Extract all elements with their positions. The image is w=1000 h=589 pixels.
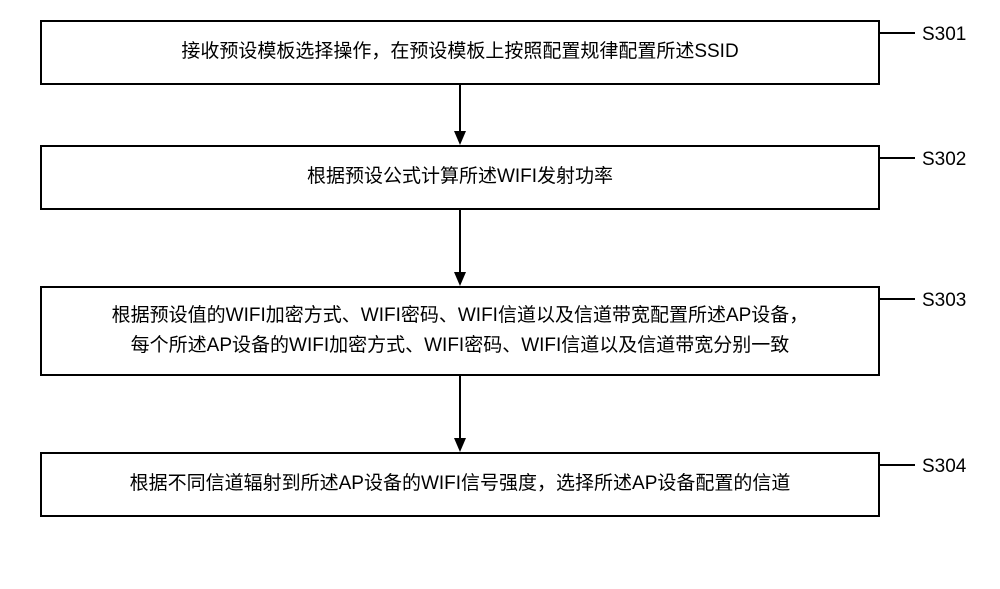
flow-row-s303: 根据预设值的WIFI加密方式、WIFI密码、WIFI信道以及信道带宽配置所述AP… xyxy=(40,286,960,376)
arrow-s303-s304 xyxy=(40,376,880,452)
arrow-s301-s302 xyxy=(40,85,880,145)
flowchart-container: 接收预设模板选择操作，在预设模板上按照配置规律配置所述SSID 根据预设公式计算… xyxy=(40,20,960,517)
flow-text-s301: 接收预设模板选择操作，在预设模板上按照配置规律配置所述SSID xyxy=(181,37,738,67)
flow-text-s302: 根据预设公式计算所述WIFI发射功率 xyxy=(307,162,613,192)
flow-text-s303-line1: 根据预设值的WIFI加密方式、WIFI密码、WIFI信道以及信道带宽配置所述AP… xyxy=(112,301,809,331)
flow-box-s303: 根据预设值的WIFI加密方式、WIFI密码、WIFI信道以及信道带宽配置所述AP… xyxy=(40,286,880,376)
arrow-svg xyxy=(450,210,470,286)
label-s302: S302 xyxy=(922,149,966,171)
flow-box-s301: 接收预设模板选择操作，在预设模板上按照配置规律配置所述SSID xyxy=(40,20,880,85)
flow-text-s304: 根据不同信道辐射到所述AP设备的WIFI信号强度，选择所述AP设备配置的信道 xyxy=(130,469,791,499)
label-s303: S303 xyxy=(922,290,966,312)
flow-box-s302: 根据预设公式计算所述WIFI发射功率 xyxy=(40,145,880,210)
connector-s302 xyxy=(880,157,915,159)
flow-box-s304: 根据不同信道辐射到所述AP设备的WIFI信号强度，选择所述AP设备配置的信道 xyxy=(40,452,880,517)
flow-text-s303-line2: 每个所述AP设备的WIFI加密方式、WIFI密码、WIFI信道以及信道带宽分别一… xyxy=(112,331,809,361)
flow-text-s303-wrap: 根据预设值的WIFI加密方式、WIFI密码、WIFI信道以及信道带宽配置所述AP… xyxy=(112,301,809,362)
connector-s304 xyxy=(880,464,915,466)
arrow-s302-s303 xyxy=(40,210,880,286)
connector-s303 xyxy=(880,298,915,300)
flow-row-s301: 接收预设模板选择操作，在预设模板上按照配置规律配置所述SSID xyxy=(40,20,960,85)
label-s301: S301 xyxy=(922,24,966,46)
arrow-svg xyxy=(450,85,470,145)
connector-s301 xyxy=(880,32,915,34)
flow-row-s304: 根据不同信道辐射到所述AP设备的WIFI信号强度，选择所述AP设备配置的信道 xyxy=(40,452,960,517)
arrow-svg xyxy=(450,376,470,452)
label-s304: S304 xyxy=(922,456,966,478)
flow-row-s302: 根据预设公式计算所述WIFI发射功率 xyxy=(40,145,960,210)
